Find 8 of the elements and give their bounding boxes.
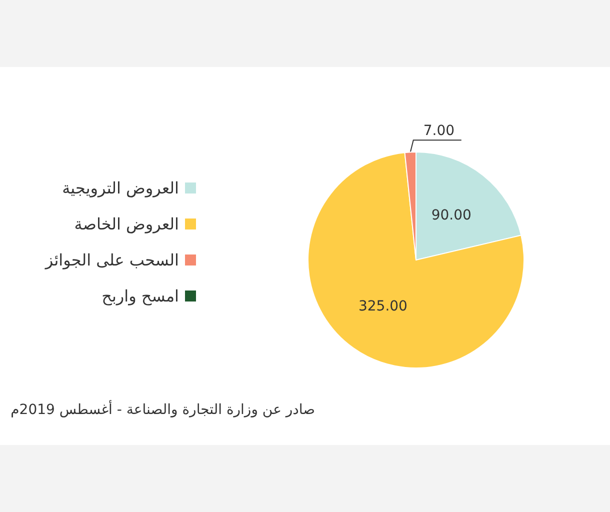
text: صادر عن وزارة التجارة والصناعة - أغسطس 2019م xyxy=(10,400,316,418)
legend-label: السحب على الجوائز xyxy=(44,250,179,270)
data-label: 90.00 xyxy=(431,207,472,224)
legend-label: العروض الترويجية xyxy=(62,178,179,198)
data-label: 7.00 xyxy=(423,123,455,140)
legend-label: امسح واربح xyxy=(102,286,179,306)
data-label: 325.00 xyxy=(358,298,408,314)
legend-label: العروض الخاصة xyxy=(74,214,179,234)
